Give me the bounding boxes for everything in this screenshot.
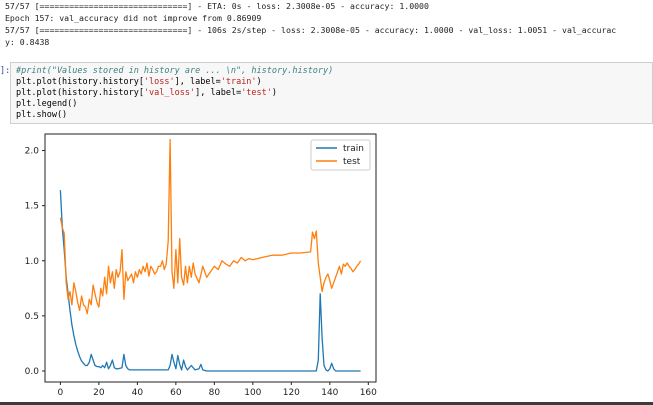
series-line-train bbox=[59, 190, 361, 372]
code-token: ], label= bbox=[174, 77, 221, 87]
code-token: plt.plot(history.history[ bbox=[16, 77, 144, 87]
x-tick-label: 120 bbox=[283, 388, 300, 398]
output-line-1: 57/57 [==============================] -… bbox=[5, 1, 429, 11]
axis-ticks: 0 20 40 60 80 100 120 140 160 0.0 0.5 1.0 1.5 2.0 bbox=[25, 147, 377, 398]
legend: train test bbox=[310, 139, 371, 171]
x-tick-label: 40 bbox=[132, 388, 144, 398]
code-token: plt.plot(history.history[ bbox=[16, 88, 144, 98]
x-tick-label: 80 bbox=[209, 388, 221, 398]
y-tick-label: 1.0 bbox=[25, 257, 40, 267]
series-line-test bbox=[59, 138, 362, 315]
code-string: 'test' bbox=[241, 88, 272, 98]
code-token: ], label= bbox=[195, 88, 242, 98]
y-tick-label: 1.5 bbox=[25, 202, 39, 212]
legend-train-label: train bbox=[343, 144, 364, 154]
x-tick-label: 140 bbox=[321, 388, 338, 398]
x-tick-label: 20 bbox=[93, 388, 105, 398]
x-tick-label: 60 bbox=[170, 388, 182, 398]
code-token: ) bbox=[256, 77, 262, 87]
code-token: ) bbox=[271, 88, 278, 98]
series-lines bbox=[59, 138, 362, 372]
y-tick-label: 2.0 bbox=[25, 147, 40, 157]
code-line-5: plt.show() bbox=[16, 110, 68, 120]
bottom-scrollbar[interactable] bbox=[0, 402, 653, 405]
plot-area bbox=[44, 133, 377, 383]
code-string: 'val_loss' bbox=[143, 88, 196, 98]
cell-prompt: ]: bbox=[0, 66, 11, 76]
code-line-4: plt.legend() bbox=[16, 99, 78, 109]
legend-box bbox=[310, 139, 371, 171]
output-line-4: y: 0.8438 bbox=[5, 37, 50, 47]
code-line-3: plt.plot(history.history['val_loss'], la… bbox=[16, 88, 277, 98]
y-tick-label: 0.5 bbox=[25, 312, 39, 322]
code-cell[interactable]: #print("Values stored in history are ...… bbox=[10, 62, 653, 124]
x-tick-label: 100 bbox=[244, 388, 261, 398]
x-tick-label: 0 bbox=[58, 388, 64, 398]
y-tick-label: 0.0 bbox=[25, 367, 40, 377]
output-line-2: Epoch 157: val_accuracy did not improve … bbox=[5, 13, 262, 23]
code-line-2: plt.plot(history.history['loss'], label=… bbox=[16, 77, 262, 87]
code-string: 'train' bbox=[220, 77, 257, 87]
legend-test-label: test bbox=[343, 157, 361, 167]
code-comment: #print("Values stored in history are ...… bbox=[16, 66, 334, 76]
output-line-3: 57/57 [==============================] -… bbox=[5, 25, 617, 35]
x-tick-label: 160 bbox=[360, 388, 377, 398]
code-string: 'loss' bbox=[143, 77, 175, 87]
code-line-1: #print("Values stored in history are ...… bbox=[16, 66, 333, 76]
